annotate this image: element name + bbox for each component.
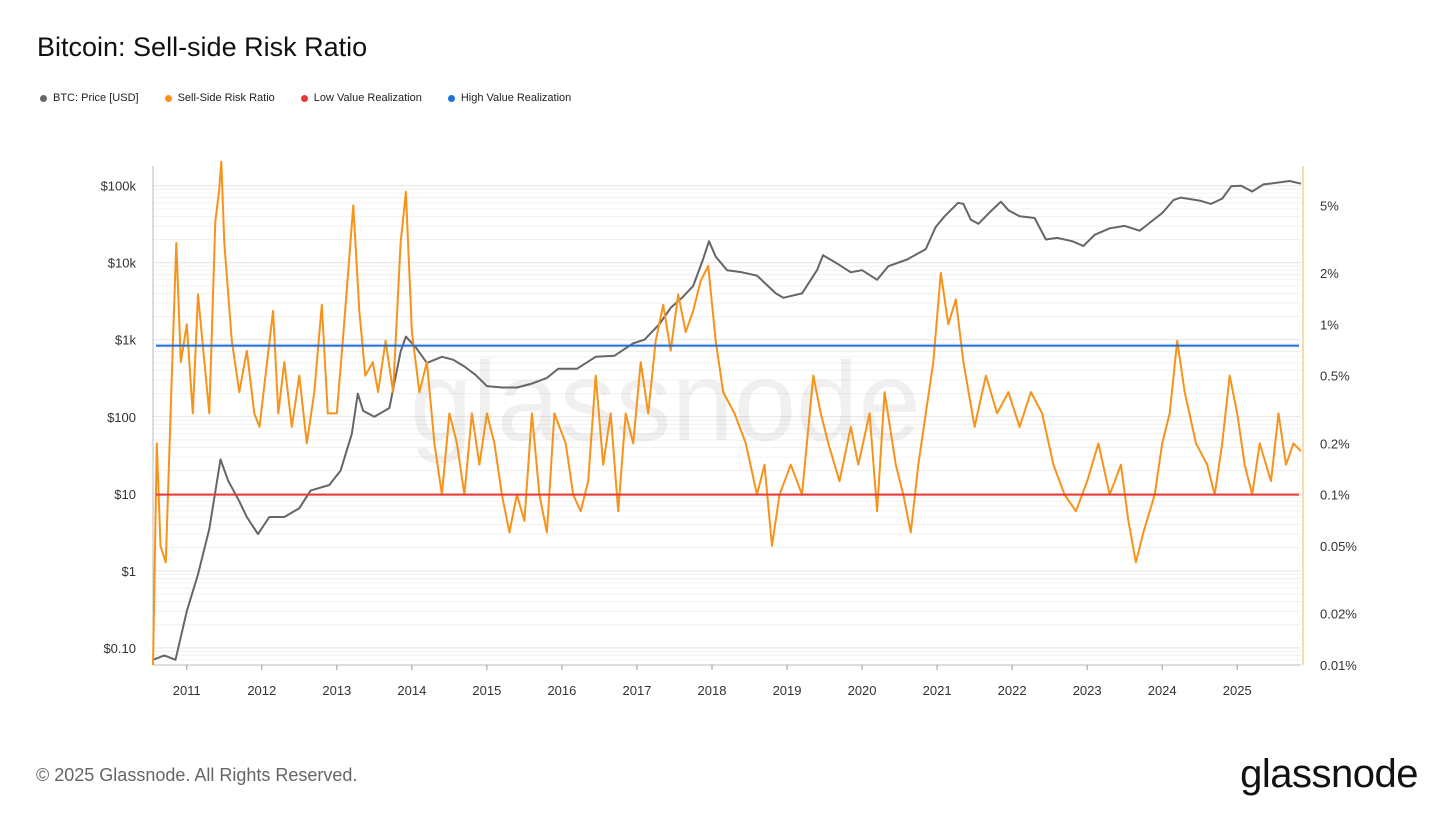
x-tick-label: 2019 [773, 683, 802, 698]
y-right-tick-label: 0.05% [1320, 539, 1357, 554]
x-tick-label: 2014 [397, 683, 426, 698]
x-tick-label: 2018 [698, 683, 727, 698]
y-left-tick-label: $10 [114, 487, 136, 502]
x-tick-label: 2025 [1223, 683, 1252, 698]
series-btc-price [152, 180, 1302, 661]
legend-label: Low Value Realization [313, 92, 422, 104]
y-right-tick-label: 0.01% [1320, 658, 1357, 673]
chart-legend: BTC: Price [USD] Sell-Side Risk Ratio Lo… [40, 92, 571, 104]
legend-item-sell-side-risk-ratio[interactable]: Sell-Side Risk Ratio [164, 92, 275, 104]
series-line [152, 180, 1302, 661]
legend-item-btc-price[interactable]: BTC: Price [USD] [40, 92, 139, 104]
y-right-tick-label: 1% [1320, 317, 1339, 332]
threshold-lines [156, 344, 1299, 496]
legend-item-low-value-realization[interactable]: Low Value Realization [300, 92, 422, 104]
x-tick-label: 2016 [547, 683, 576, 698]
y-right-tick-label: 0.2% [1320, 436, 1350, 451]
y-axis-left-ticks: $0.10 $1 $10 $100 $1k $10k $100k [101, 179, 137, 656]
y-right-tick-label: 0.02% [1320, 607, 1357, 622]
x-tick-label: 2023 [1073, 683, 1102, 698]
watermark-text: glassnode [410, 339, 921, 464]
y-right-tick-label: 0.5% [1320, 369, 1350, 384]
y-left-tick-label: $100 [107, 410, 136, 425]
axes [152, 166, 1304, 666]
x-tick-label: 2012 [247, 683, 276, 698]
y-left-tick-label: $10k [108, 256, 137, 271]
legend-dot-icon [300, 94, 308, 102]
y-left-tick-label: $100k [101, 179, 137, 194]
series-line [152, 160, 1302, 666]
copyright-footer: © 2025 Glassnode. All Rights Reserved. [36, 765, 358, 785]
y-axis-right-ticks: 0.01% 0.02% 0.05% 0.1% 0.2% 0.5% 1% 2% 5% [1320, 198, 1357, 673]
series-sell-side-risk-ratio [152, 160, 1302, 666]
legend-label: Sell-Side Risk Ratio [177, 92, 275, 104]
y-right-tick-label: 5% [1320, 198, 1339, 213]
legend-dot-icon [40, 94, 47, 102]
legend-item-high-value-realization[interactable]: High Value Realization [447, 92, 572, 104]
x-tick-label: 2020 [848, 683, 877, 698]
x-tick-label: 2022 [998, 683, 1027, 698]
x-tick-label: 2017 [622, 683, 651, 698]
x-tick-label: 2024 [1148, 683, 1177, 698]
brand-logo: glassnode [1240, 752, 1418, 796]
y-left-tick-label: $1k [115, 333, 136, 348]
legend-dot-icon [164, 94, 172, 102]
x-tick-label: 2021 [923, 683, 952, 698]
legend-label: BTC: Price [USD] [53, 92, 139, 104]
y-right-tick-label: 0.1% [1320, 488, 1350, 503]
chart-title: Bitcoin: Sell-side Risk Ratio [37, 32, 368, 62]
y-left-tick-label: $0.10 [103, 641, 136, 656]
y-left-tick-label: $1 [122, 564, 136, 579]
x-axis-ticks: 2011 2012 2013 2014 2015 2016 2017 2018 2019 2020… [173, 665, 1252, 698]
y-right-tick-label: 2% [1320, 266, 1339, 281]
legend-label: High Value Realization [460, 92, 572, 104]
x-tick-label: 2013 [322, 683, 351, 698]
x-tick-label: 2011 [173, 683, 201, 698]
legend-dot-icon [447, 94, 455, 102]
x-tick-label: 2015 [472, 683, 501, 698]
